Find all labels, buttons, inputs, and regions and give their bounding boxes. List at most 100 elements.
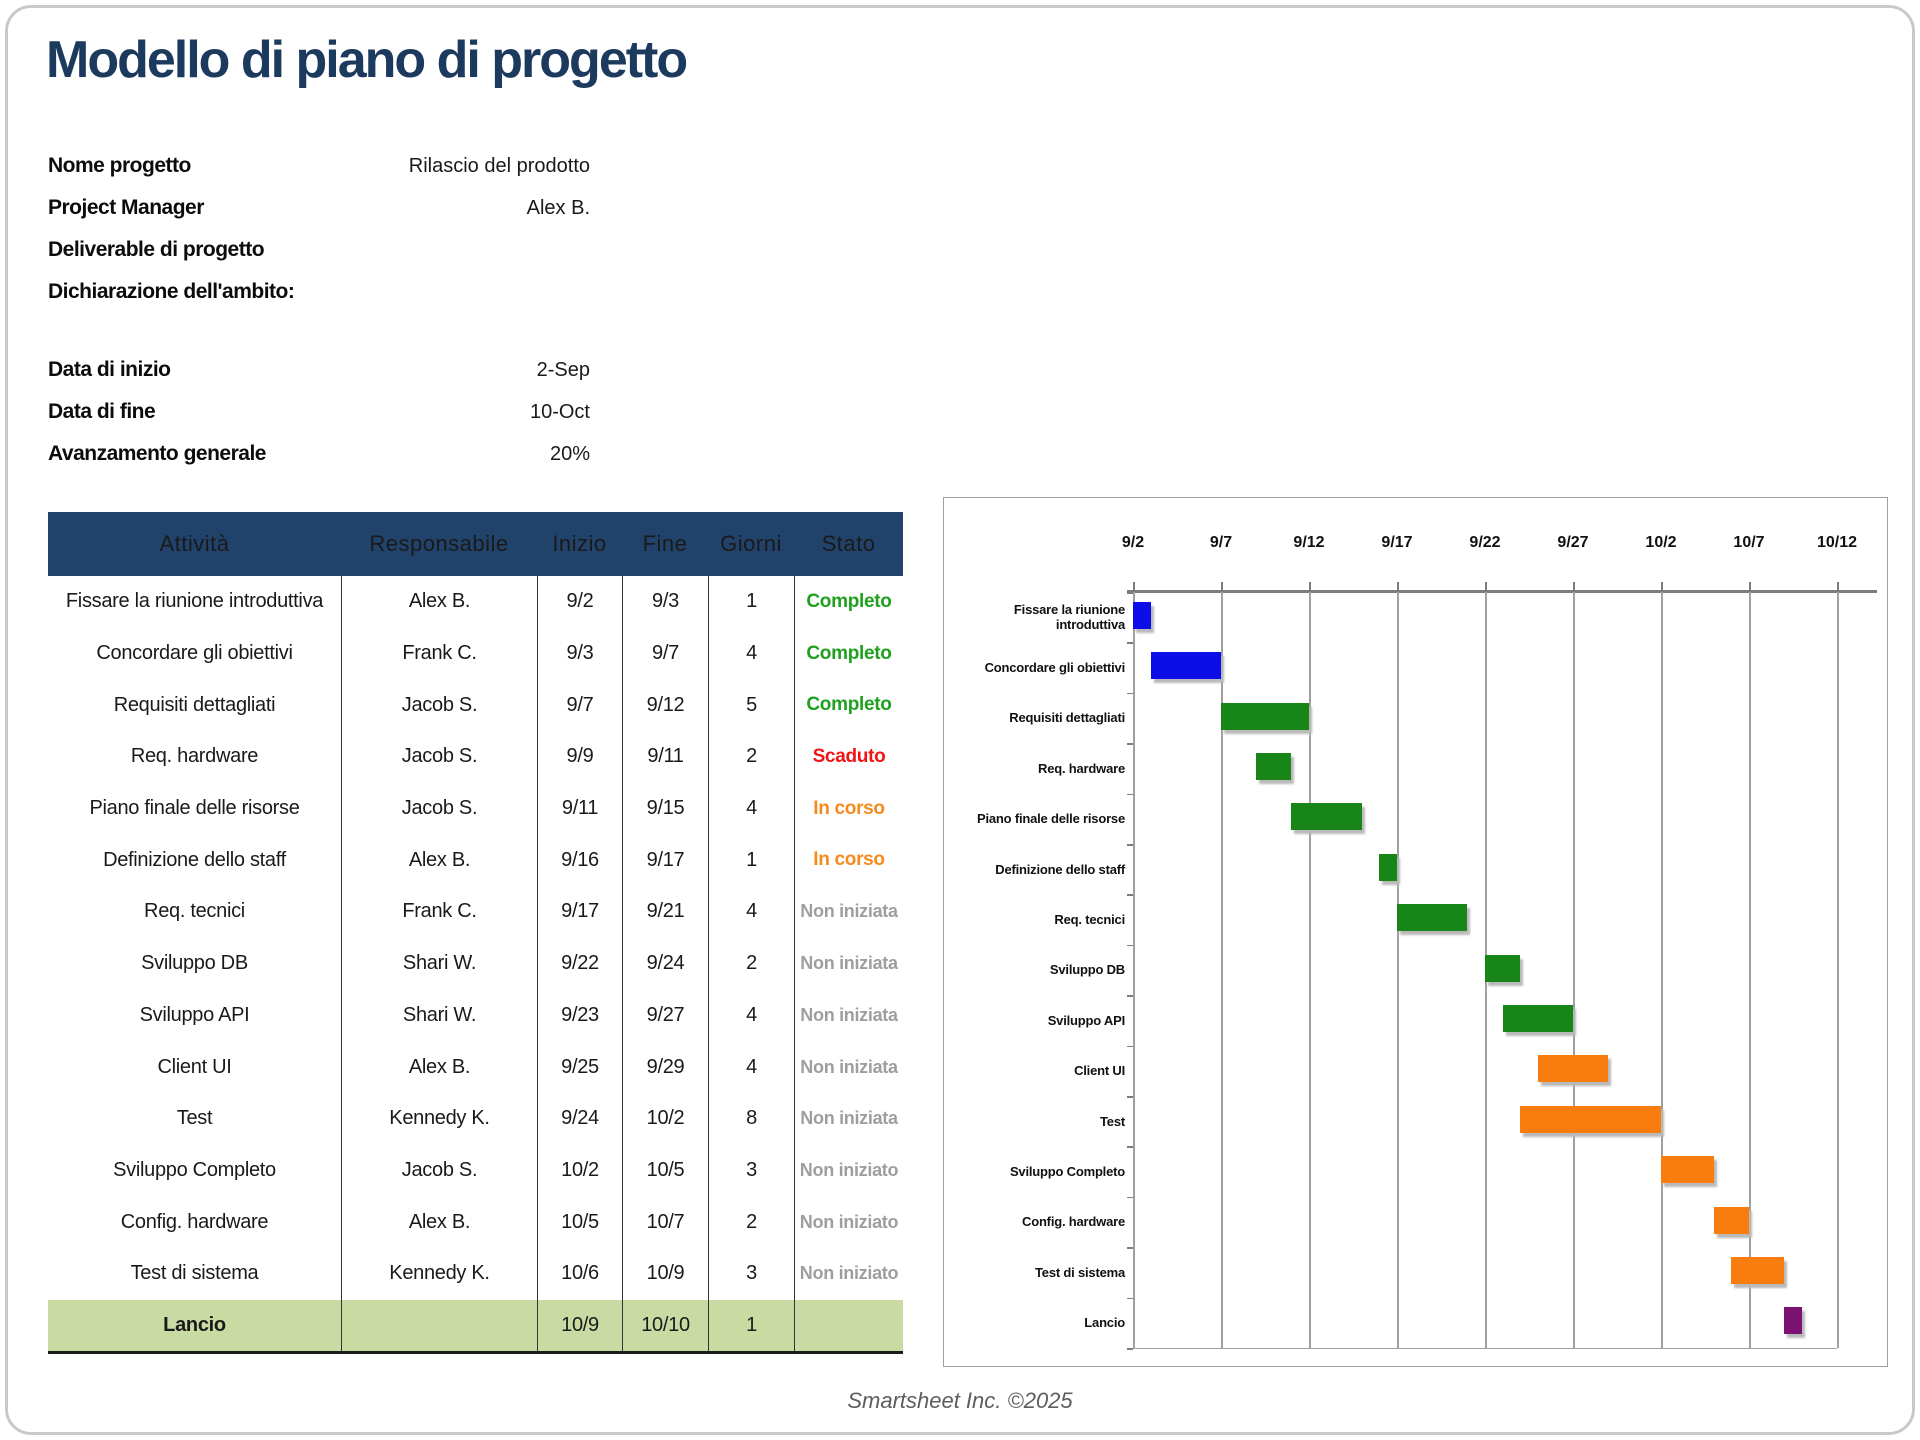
fine-cell[interactable]: 10/7 bbox=[622, 1196, 708, 1248]
fine-cell[interactable]: 9/21 bbox=[622, 886, 708, 938]
gantt-bar[interactable] bbox=[1133, 601, 1151, 629]
info-value[interactable]: Rilascio del prodotto bbox=[408, 155, 590, 177]
responsabile-cell[interactable]: Jacob S. bbox=[341, 782, 537, 835]
giorni-cell[interactable]: 1 bbox=[708, 576, 794, 628]
responsabile-cell[interactable]: Kennedy K. bbox=[341, 1247, 537, 1300]
inizio-cell[interactable]: 10/2 bbox=[537, 1144, 622, 1197]
giorni-cell[interactable]: 4 bbox=[708, 782, 794, 835]
giorni-cell[interactable]: 2 bbox=[708, 937, 794, 990]
attivita-cell[interactable]: Sviluppo DB bbox=[141, 952, 248, 975]
giorni-cell[interactable]: 4 bbox=[708, 627, 794, 680]
fine-cell[interactable]: 9/15 bbox=[622, 782, 708, 835]
inizio-cell[interactable]: 9/22 bbox=[537, 937, 622, 990]
responsabile-cell[interactable]: Alex B. bbox=[341, 1196, 537, 1248]
responsabile-cell[interactable]: Frank C. bbox=[341, 886, 537, 938]
inizio-cell[interactable]: 9/25 bbox=[537, 1041, 622, 1093]
attivita-cell[interactable]: Test bbox=[176, 1107, 213, 1130]
attivita-cell[interactable]: Req. tecnici bbox=[144, 900, 245, 923]
inizio-cell[interactable]: 9/9 bbox=[537, 731, 622, 783]
giorni-cell[interactable]: 3 bbox=[708, 1247, 794, 1300]
attivita-cell[interactable]: Definizione dello staff bbox=[103, 848, 286, 871]
attivita-cell[interactable]: Client UI bbox=[157, 1055, 232, 1078]
attivita-cell[interactable]: Config. hardware bbox=[120, 1210, 269, 1233]
fine-cell[interactable]: 9/3 bbox=[622, 576, 708, 628]
responsabile-cell[interactable]: Kennedy K. bbox=[341, 1092, 537, 1145]
inizio-cell[interactable]: 9/23 bbox=[537, 989, 622, 1042]
responsabile-cell[interactable]: Jacob S. bbox=[341, 1144, 537, 1197]
attivita-cell[interactable]: Sviluppo API bbox=[139, 1003, 250, 1026]
fine-cell[interactable]: 10/9 bbox=[622, 1247, 708, 1300]
giorni-cell[interactable]: 3 bbox=[708, 1144, 794, 1197]
gantt-bar[interactable] bbox=[1397, 904, 1468, 932]
stato-cell[interactable]: Non iniziato bbox=[794, 1144, 903, 1197]
info-value[interactable]: 2-Sep bbox=[536, 359, 590, 381]
stato-cell[interactable]: Non iniziato bbox=[794, 1247, 903, 1300]
giorni-cell[interactable]: 8 bbox=[708, 1092, 794, 1145]
stato-cell[interactable]: Non iniziata bbox=[794, 937, 903, 990]
stato-cell[interactable]: Non iniziata bbox=[794, 989, 903, 1042]
giorni-cell[interactable]: 1 bbox=[708, 834, 794, 887]
stato-cell[interactable]: In corso bbox=[794, 782, 903, 835]
responsabile-cell[interactable]: Jacob S. bbox=[341, 679, 537, 732]
stato-cell[interactable]: Non iniziata bbox=[794, 886, 903, 938]
stato-cell[interactable]: Completo bbox=[794, 679, 903, 732]
gantt-bar[interactable] bbox=[1520, 1105, 1661, 1133]
fine-cell[interactable]: 10/10 bbox=[622, 1299, 708, 1352]
gantt-bar[interactable] bbox=[1221, 702, 1309, 730]
giorni-cell[interactable]: 4 bbox=[708, 989, 794, 1042]
fine-cell[interactable]: 9/7 bbox=[622, 627, 708, 680]
attivita-cell[interactable]: Fissare la riunione introduttiva bbox=[65, 590, 324, 613]
gantt-bar[interactable] bbox=[1150, 652, 1221, 680]
info-value[interactable]: Alex B. bbox=[526, 197, 590, 219]
stato-cell[interactable]: Completo bbox=[794, 576, 903, 628]
giorni-cell[interactable]: 4 bbox=[708, 886, 794, 938]
responsabile-cell[interactable]: Alex B. bbox=[341, 576, 537, 628]
fine-cell[interactable]: 10/5 bbox=[622, 1144, 708, 1197]
stato-cell[interactable]: Completo bbox=[794, 627, 903, 680]
stato-cell[interactable]: Non iniziata bbox=[794, 1092, 903, 1145]
inizio-cell[interactable]: 9/11 bbox=[537, 782, 622, 835]
gantt-bar[interactable] bbox=[1379, 853, 1397, 881]
fine-cell[interactable]: 10/2 bbox=[622, 1092, 708, 1145]
stato-cell[interactable]: In corso bbox=[794, 834, 903, 887]
gantt-bar[interactable] bbox=[1502, 1004, 1573, 1032]
attivita-cell[interactable]: Concordare gli obiettivi bbox=[96, 642, 293, 665]
info-value[interactable]: 10-Oct bbox=[529, 401, 590, 423]
gantt-bar[interactable] bbox=[1784, 1307, 1802, 1335]
fine-cell[interactable]: 9/12 bbox=[622, 679, 708, 732]
info-value[interactable]: 20% bbox=[549, 443, 590, 465]
gantt-bar[interactable] bbox=[1731, 1256, 1785, 1284]
fine-cell[interactable]: 9/24 bbox=[622, 937, 708, 990]
gantt-bar[interactable] bbox=[1485, 954, 1521, 982]
inizio-cell[interactable]: 10/5 bbox=[537, 1196, 622, 1248]
inizio-cell[interactable]: 9/7 bbox=[537, 679, 622, 732]
inizio-cell[interactable]: 9/17 bbox=[537, 886, 622, 938]
attivita-cell[interactable]: Req. hardware bbox=[130, 745, 259, 768]
inizio-cell[interactable]: 10/6 bbox=[537, 1247, 622, 1300]
inizio-cell[interactable]: 9/16 bbox=[537, 834, 622, 887]
responsabile-cell[interactable]: Frank C. bbox=[341, 627, 537, 680]
giorni-cell[interactable]: 2 bbox=[708, 1196, 794, 1248]
responsabile-cell[interactable] bbox=[341, 1299, 537, 1352]
attivita-cell[interactable]: Piano finale delle risorse bbox=[89, 797, 300, 820]
attivita-cell[interactable]: Test di sistema bbox=[130, 1262, 259, 1285]
giorni-cell[interactable]: 1 bbox=[708, 1299, 794, 1352]
giorni-cell[interactable]: 4 bbox=[708, 1041, 794, 1093]
gantt-bar[interactable] bbox=[1256, 752, 1292, 780]
gantt-bar[interactable] bbox=[1661, 1156, 1714, 1184]
responsabile-cell[interactable]: Alex B. bbox=[341, 1041, 537, 1093]
stato-cell[interactable]: Non iniziato bbox=[794, 1196, 903, 1248]
responsabile-cell[interactable]: Shari W. bbox=[341, 937, 537, 990]
inizio-cell[interactable]: 9/3 bbox=[537, 627, 622, 680]
fine-cell[interactable]: 9/27 bbox=[622, 989, 708, 1042]
stato-cell[interactable]: Scaduto bbox=[794, 731, 903, 783]
gantt-bar[interactable] bbox=[1291, 803, 1362, 831]
attivita-cell[interactable]: Requisiti dettagliati bbox=[113, 693, 276, 716]
attivita-cell[interactable]: Sviluppo Completo bbox=[113, 1158, 276, 1181]
attivita-cell[interactable]: Lancio bbox=[163, 1313, 226, 1336]
inizio-cell[interactable]: 9/2 bbox=[537, 576, 622, 628]
gantt-bar[interactable] bbox=[1537, 1055, 1609, 1083]
inizio-cell[interactable]: 9/24 bbox=[537, 1092, 622, 1145]
inizio-cell[interactable]: 10/9 bbox=[537, 1299, 622, 1352]
fine-cell[interactable]: 9/11 bbox=[622, 731, 708, 783]
